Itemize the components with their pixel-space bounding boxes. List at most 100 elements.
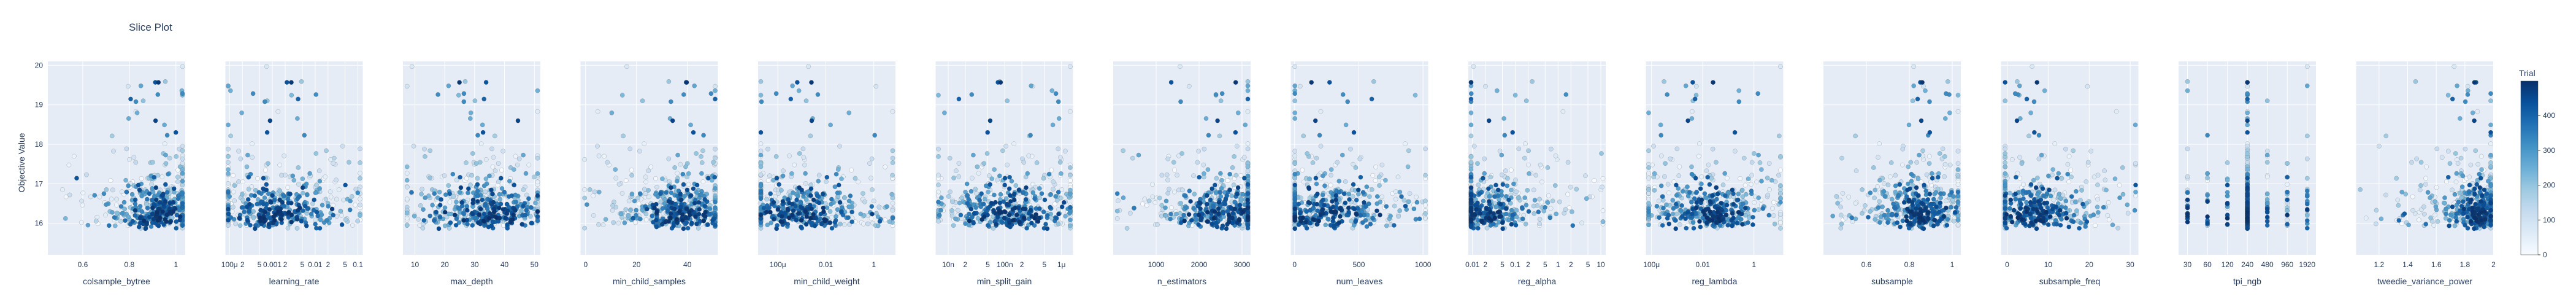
trial-point (497, 205, 502, 211)
trial-point (285, 225, 291, 231)
trial-point (155, 92, 161, 97)
trial-point (827, 209, 833, 214)
trial-point (1165, 156, 1170, 161)
trial-point (1292, 91, 1297, 96)
trial-point (1310, 160, 1316, 165)
trial-point (972, 211, 977, 216)
x-tick-label: 0.8 (125, 260, 135, 269)
trial-point (797, 185, 802, 190)
trial-point (419, 192, 424, 196)
trial-point (1771, 213, 1776, 218)
trial-point (1303, 219, 1309, 225)
trial-point (1048, 204, 1052, 210)
trial-point (768, 209, 773, 215)
trial-point (1292, 153, 1297, 158)
trial-point (1468, 217, 1474, 222)
trial-point (688, 193, 694, 198)
trial-point (842, 222, 847, 227)
trial-point (1068, 165, 1073, 170)
trial-point (268, 199, 273, 204)
trial-point (1770, 206, 1775, 211)
trial-point (1205, 193, 1209, 198)
trial-point (1383, 177, 1388, 183)
trial-point (535, 218, 540, 223)
trial-point (1172, 189, 1177, 195)
trial-point (1009, 179, 1014, 184)
trial-point (1245, 83, 1251, 88)
trial-point (179, 191, 184, 196)
trial-point (1300, 215, 1305, 220)
trial-point (669, 99, 673, 104)
trial-point (890, 160, 895, 165)
trial-point (1752, 200, 1757, 205)
trial-point (1411, 206, 1417, 212)
trial-point (1759, 167, 1764, 172)
trial-point (800, 146, 806, 152)
trial-point (123, 218, 128, 223)
trial-point (1211, 204, 1216, 209)
trial-point (1317, 133, 1322, 138)
trial-point (123, 177, 128, 183)
trial-point (956, 208, 960, 213)
trial-point (480, 130, 486, 135)
trial-point (132, 208, 138, 213)
trial-point (153, 197, 159, 203)
trial-point (1304, 209, 1309, 214)
trial-point (1292, 98, 1297, 103)
trial-point (422, 146, 427, 152)
trial-point (1142, 196, 1148, 202)
trial-point (180, 205, 185, 210)
trial-point (236, 179, 241, 184)
trial-point (1662, 79, 1666, 84)
trial-point (889, 192, 894, 197)
trial-point (1651, 144, 1656, 149)
trial-point (848, 193, 853, 198)
trial-point (1197, 174, 1202, 180)
trial-point (1524, 203, 1529, 208)
trial-point (868, 216, 874, 221)
trial-point (642, 141, 647, 146)
trial-point (529, 220, 534, 226)
trial-point (1725, 176, 1730, 181)
trial-point (1209, 186, 1214, 192)
trial-point (666, 156, 672, 161)
trial-point (653, 176, 658, 181)
trial-point (973, 187, 978, 192)
trial-point (846, 110, 851, 115)
trial-point (1245, 197, 1250, 203)
trial-point (981, 161, 987, 166)
trial-point (446, 83, 451, 88)
trial-point (452, 212, 458, 217)
trial-point (780, 173, 786, 179)
trial-point (890, 208, 895, 213)
trial-point (279, 173, 284, 178)
trial-point (313, 92, 319, 97)
trial-point (1292, 149, 1297, 154)
trial-point (126, 116, 131, 121)
trial-point (464, 160, 469, 165)
trial-point (343, 182, 348, 188)
trial-point (282, 153, 287, 158)
trial-point (1325, 216, 1330, 222)
trial-point (1114, 216, 1120, 221)
trial-point (1563, 92, 1569, 97)
trial-point (596, 153, 602, 158)
trial-point (1059, 204, 1065, 209)
trial-point (796, 88, 802, 93)
trial-point (1056, 190, 1061, 195)
trial-point (114, 203, 119, 208)
trial-point (1063, 214, 1068, 219)
trial-point (938, 208, 943, 213)
trial-point (1662, 174, 1667, 179)
x-axis-label: min_split_gain (977, 276, 1032, 286)
trial-point (112, 215, 117, 220)
x-tick-label: 2000 (1191, 260, 1208, 269)
trial-point (587, 187, 592, 192)
trial-point (758, 93, 764, 98)
trial-point (475, 182, 480, 187)
trial-point (313, 151, 319, 156)
trial-point (1358, 174, 1363, 180)
trial-point (500, 207, 506, 212)
trial-point (648, 164, 653, 169)
trial-point (137, 204, 143, 209)
